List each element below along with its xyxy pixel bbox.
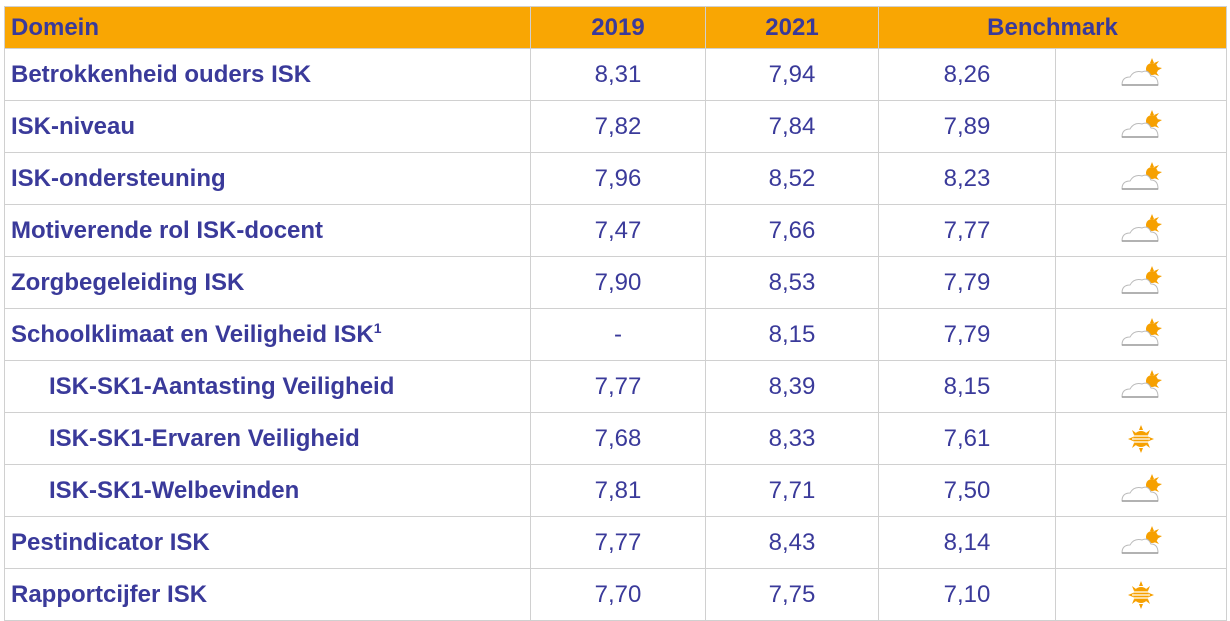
score-table: Domein 2019 2021 Benchmark Betrokkenheid… [4,6,1228,621]
value-cell: 8,39 [705,360,879,413]
sun-icon [1114,419,1168,459]
value-cell: - [530,308,706,361]
cloud-sun-icon [1114,263,1168,303]
table-body: Betrokkenheid ouders ISK 8,31 7,94 8,26 ISK-… [4,48,1228,621]
row-label: ISK-ondersteuning [4,152,531,205]
row-label: Pestindicator ISK [4,516,531,569]
sun-icon [1114,575,1168,615]
footnote-mark: 1 [373,320,382,336]
cloud-sun-icon [1114,159,1168,199]
table-row: ISK-SK1-Aantasting Veiligheid 7,77 8,39 8,1… [4,360,1228,413]
row-label: Betrokkenheid ouders ISK [4,48,531,101]
value-cell: 7,77 [878,204,1056,257]
value-cell: 7,47 [530,204,706,257]
row-label-text: Zorgbegeleiding ISK [11,268,245,296]
value-cell: 8,15 [878,360,1056,413]
icon-cell [1054,360,1228,413]
value-cell: 8,33 [705,412,879,465]
cloud-sun-icon [1114,55,1168,95]
value-cell: 7,89 [878,100,1056,153]
icon-cell [1054,568,1228,621]
value-cell: 8,52 [705,152,879,205]
value-cell: 8,14 [878,516,1056,569]
table-row: ISK-SK1-Welbevinden 7,81 7,71 7,50 [4,464,1228,517]
row-label-text: Schoolklimaat en Veiligheid ISK [11,321,374,348]
table-row: ISK-ondersteuning 7,96 8,52 8,23 [4,152,1228,205]
icon-cell [1054,516,1228,569]
value-cell: 7,10 [878,568,1056,621]
cloud-sun-icon [1114,367,1168,407]
row-label: Zorgbegeleiding ISK [4,256,531,309]
table-row: Pestindicator ISK 7,77 8,43 8,14 [4,516,1228,569]
row-label-text: Pestindicator ISK [11,528,210,556]
value-cell: 7,71 [705,464,879,517]
header-cell: Benchmark [877,6,1228,49]
value-cell: 7,84 [705,100,879,153]
row-label: Schoolklimaat en Veiligheid ISK1 [4,308,531,361]
value-cell: 7,96 [530,152,706,205]
row-label: ISK-SK1-Welbevinden [4,464,531,517]
cloud-sun-icon [1114,107,1168,147]
header-row: Domein 2019 2021 Benchmark [4,6,1228,49]
cloud-sun-icon [1114,523,1168,563]
row-label: Motiverende rol ISK-docent [4,204,531,257]
value-cell: 7,79 [878,256,1056,309]
value-cell: 8,53 [705,256,879,309]
value-cell: 8,31 [530,48,706,101]
icon-cell [1054,48,1228,101]
cloud-sun-icon [1114,315,1168,355]
row-label: ISK-niveau [4,100,531,153]
icon-cell [1054,204,1228,257]
value-cell: 8,23 [878,152,1056,205]
row-label-text: Motiverende rol ISK-docent [11,216,324,244]
row-label-text: Betrokkenheid ouders ISK [11,60,312,88]
table-row: ISK-SK1-Ervaren Veiligheid 7,68 8,33 7,61 [4,412,1228,465]
header-cell: Domein [4,6,531,49]
table-row: ISK-niveau 7,82 7,84 7,89 [4,100,1228,153]
header-cell: 2021 [705,6,879,49]
icon-cell [1054,412,1228,465]
row-label-text: ISK-ondersteuning [11,164,226,192]
value-cell: 7,79 [878,308,1056,361]
icon-cell [1054,152,1228,205]
table-row: Betrokkenheid ouders ISK 8,31 7,94 8,26 [4,48,1228,101]
icon-cell [1054,256,1228,309]
row-label-text: ISK-SK1-Welbevinden [49,476,300,504]
value-cell: 8,26 [878,48,1056,101]
value-cell: 7,66 [705,204,879,257]
value-cell: 7,94 [705,48,879,101]
icon-cell [1054,308,1228,361]
value-cell: 7,61 [878,412,1056,465]
icon-cell [1054,464,1228,517]
header-cell: 2019 [530,6,706,49]
value-cell: 7,81 [530,464,706,517]
value-cell: 8,43 [705,516,879,569]
icon-cell [1054,100,1228,153]
value-cell: 7,82 [530,100,706,153]
table-row: Schoolklimaat en Veiligheid ISK1-8,15 7,7… [4,308,1228,361]
row-label: ISK-SK1-Aantasting Veiligheid [4,360,531,413]
value-cell: 7,77 [530,516,706,569]
table-row: Motiverende rol ISK-docent 7,47 7,66 7,77 [4,204,1228,257]
value-cell: 7,75 [705,568,879,621]
value-cell: 7,50 [878,464,1056,517]
table-row: Rapportcijfer ISK 7,70 7,75 7,10 [4,568,1228,621]
row-label: Rapportcijfer ISK [4,568,531,621]
row-label: ISK-SK1-Ervaren Veiligheid [4,412,531,465]
table-row: Zorgbegeleiding ISK 7,90 8,53 7,79 [4,256,1228,309]
row-label-text: ISK-niveau [11,112,136,140]
value-cell: 7,68 [530,412,706,465]
cloud-sun-icon [1114,471,1168,511]
value-cell: 7,90 [530,256,706,309]
value-cell: 8,15 [705,308,879,361]
row-label-text: ISK-SK1-Aantasting Veiligheid [49,372,395,400]
value-cell: 7,70 [530,568,706,621]
row-label-text: Rapportcijfer ISK [11,580,208,608]
cloud-sun-icon [1114,211,1168,251]
value-cell: 7,77 [530,360,706,413]
row-label-text: ISK-SK1-Ervaren Veiligheid [49,424,360,452]
